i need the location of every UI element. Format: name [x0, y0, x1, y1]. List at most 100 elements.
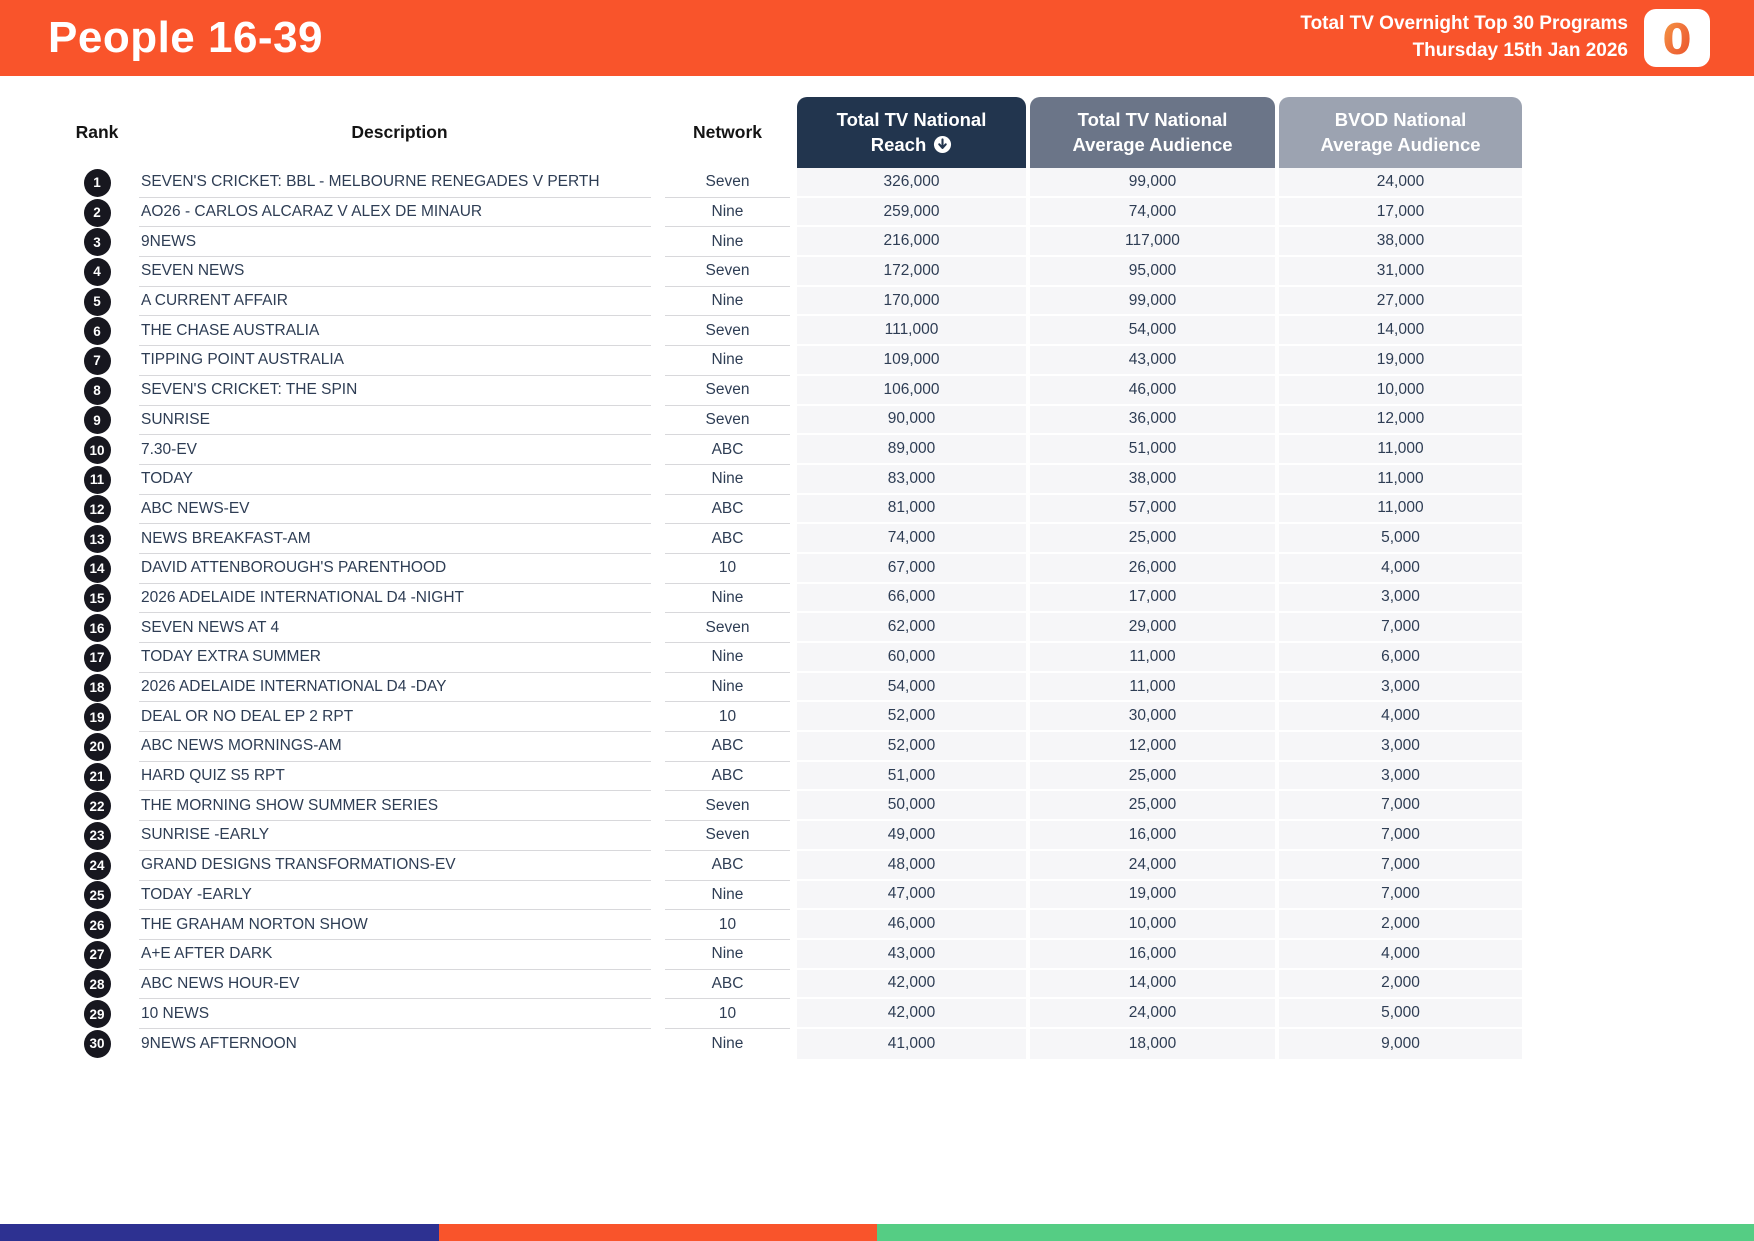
total-tv-average-audience-cell: 14,000	[1030, 969, 1275, 1000]
rank-badge: 23	[83, 821, 111, 850]
bvod-average-audience-cell: 31,000	[1279, 257, 1522, 287]
rank-badge: 14	[83, 554, 111, 583]
description-cell: HARD QUIZ S5 RPT	[139, 762, 651, 792]
bvod-average-audience-cell: 3,000	[1279, 761, 1522, 792]
description-cell: THE GRAHAM NORTON SHOW	[139, 910, 651, 940]
network-cell: ABC	[665, 762, 790, 792]
column-header-rank: Rank	[75, 122, 119, 142]
total-tv-average-audience-cell: 24,000	[1030, 999, 1275, 1029]
table-row: 21 HARD QUIZ S5 RPT ABC 51,000 25,000 3,000	[55, 761, 1524, 792]
total-tv-average-audience-cell: 26,000	[1030, 553, 1275, 584]
total-tv-reach-cell: 52,000	[797, 732, 1026, 762]
column-header-total-tv-reach[interactable]: Total TV National Reach	[797, 97, 1026, 168]
bvod-average-audience-cell: 14,000	[1279, 316, 1522, 347]
rank-cell: 4	[55, 257, 139, 287]
table-row: 30 9NEWS AFTERNOON Nine 41,000 18,000 9,000	[55, 1028, 1524, 1059]
report-banner: People 16-39 Total TV Overnight Top 30 P…	[0, 0, 1754, 76]
rank-badge: 20	[83, 732, 111, 761]
bvod-average-audience-cell: 7,000	[1279, 791, 1522, 822]
column-header-network: Network	[692, 122, 763, 142]
rank-badge: 6	[83, 317, 111, 346]
bvod-average-audience-cell: 2,000	[1279, 969, 1522, 1000]
rank-cell: 21	[55, 762, 139, 792]
total-tv-average-audience-cell: 99,000	[1030, 168, 1275, 198]
rank-cell: 19	[55, 702, 139, 732]
rank-badge: 8	[83, 376, 111, 405]
table-row: 24 GRAND DESIGNS TRANSFORMATIONS-EV ABC 48,…	[55, 850, 1524, 881]
description-cell: GRAND DESIGNS TRANSFORMATIONS-EV	[139, 851, 651, 881]
rank-cell: 14	[55, 554, 139, 584]
table-header-row: Rank Description Network Total TV Nation…	[55, 97, 1524, 168]
total-tv-reach-cell: 89,000	[797, 435, 1026, 465]
footer-bar-segment-green	[877, 1224, 1754, 1241]
total-tv-average-audience-cell: 16,000	[1030, 939, 1275, 970]
description-cell: SEVEN NEWS AT 4	[139, 613, 651, 643]
total-tv-average-audience-cell: 10,000	[1030, 910, 1275, 940]
total-tv-average-audience-cell: 25,000	[1030, 761, 1275, 792]
total-tv-reach-cell: 62,000	[797, 613, 1026, 643]
rank-cell: 22	[55, 791, 139, 821]
rank-badge: 7	[83, 346, 111, 375]
bvod-average-audience-cell: 4,000	[1279, 939, 1522, 970]
total-tv-average-audience-cell: 19,000	[1030, 880, 1275, 911]
table-row: 4 SEVEN NEWS Seven 172,000 95,000 31,000	[55, 257, 1524, 287]
column-header-total-tv-average-audience[interactable]: Total TV National Average Audience	[1030, 97, 1275, 168]
rank-cell: 8	[55, 376, 139, 406]
rank-badge: 5	[83, 287, 111, 316]
description-cell: A CURRENT AFFAIR	[139, 287, 651, 317]
bvod-average-audience-cell: 27,000	[1279, 286, 1522, 317]
rank-badge: 27	[83, 940, 111, 969]
rank-cell: 7	[55, 346, 139, 376]
bvod-average-audience-cell: 11,000	[1279, 464, 1522, 495]
description-cell: TODAY	[139, 465, 651, 495]
total-tv-reach-cell: 81,000	[797, 494, 1026, 525]
table-row: 2 AO26 - CARLOS ALCARAZ V ALEX DE MINAUR N…	[55, 197, 1524, 228]
network-cell: Seven	[665, 406, 790, 436]
network-cell: Seven	[665, 613, 790, 643]
rank-cell: 6	[55, 316, 139, 346]
network-cell: ABC	[665, 970, 790, 1000]
rank-badge: 17	[83, 643, 111, 672]
rank-badge: 3	[83, 228, 111, 257]
total-tv-reach-cell: 43,000	[797, 939, 1026, 970]
total-tv-reach-cell: 46,000	[797, 910, 1026, 940]
network-cell: Nine	[665, 346, 790, 376]
description-cell: SEVEN'S CRICKET: BBL - MELBOURNE RENEGAD…	[139, 168, 651, 198]
total-tv-average-audience-cell: 24,000	[1030, 850, 1275, 881]
rank-cell: 25	[55, 881, 139, 911]
bvod-average-audience-cell: 19,000	[1279, 346, 1522, 376]
table-row: 7 TIPPING POINT AUSTRALIA Nine 109,000 43,00…	[55, 346, 1524, 376]
column-header-bvod-average-audience[interactable]: BVOD National Average Audience	[1279, 97, 1522, 168]
table-row: 5 A CURRENT AFFAIR Nine 170,000 99,000 27,000	[55, 286, 1524, 317]
network-cell: Nine	[711, 1034, 744, 1052]
description-cell: SUNRISE -EARLY	[139, 821, 651, 851]
rank-badge: 24	[83, 851, 111, 880]
top30-table: Rank Description Network Total TV Nation…	[55, 97, 1524, 1059]
network-cell: Nine	[665, 940, 790, 970]
network-cell: Nine	[665, 287, 790, 317]
total-tv-reach-cell: 326,000	[797, 168, 1026, 198]
sort-descending-icon[interactable]	[933, 135, 952, 154]
table-row: 27 A+E AFTER DARK Nine 43,000 16,000 4,000	[55, 939, 1524, 970]
banner-right: Total TV Overnight Top 30 Programs Thurs…	[1300, 9, 1710, 67]
bvod-average-audience-cell: 3,000	[1279, 583, 1522, 614]
total-tv-average-audience-cell: 25,000	[1030, 524, 1275, 554]
bvod-average-audience-cell: 5,000	[1279, 999, 1522, 1029]
description-cell: 10 NEWS	[139, 999, 651, 1029]
table-row: 3 9NEWS Nine 216,000 117,000 38,000	[55, 227, 1524, 258]
bvod-average-audience-cell: 17,000	[1279, 197, 1522, 228]
table-row: 10 7.30-EV ABC 89,000 51,000 11,000	[55, 435, 1524, 465]
network-cell: ABC	[665, 435, 790, 465]
total-tv-reach-cell: 47,000	[797, 880, 1026, 911]
total-tv-average-audience-cell: 99,000	[1030, 286, 1275, 317]
table-row: 13 NEWS BREAKFAST-AM ABC 74,000 25,000 5,000	[55, 524, 1524, 554]
oztam-logo-glyph: 0	[1662, 15, 1691, 62]
description-cell: 2026 ADELAIDE INTERNATIONAL D4 -DAY	[139, 673, 651, 703]
total-tv-reach-cell: 48,000	[797, 850, 1026, 881]
network-cell: ABC	[665, 732, 790, 762]
bvod-average-audience-cell: 4,000	[1279, 553, 1522, 584]
total-tv-reach-cell: 52,000	[797, 702, 1026, 733]
description-cell: AO26 - CARLOS ALCARAZ V ALEX DE MINAUR	[139, 198, 651, 228]
rank-cell: 5	[55, 287, 139, 317]
